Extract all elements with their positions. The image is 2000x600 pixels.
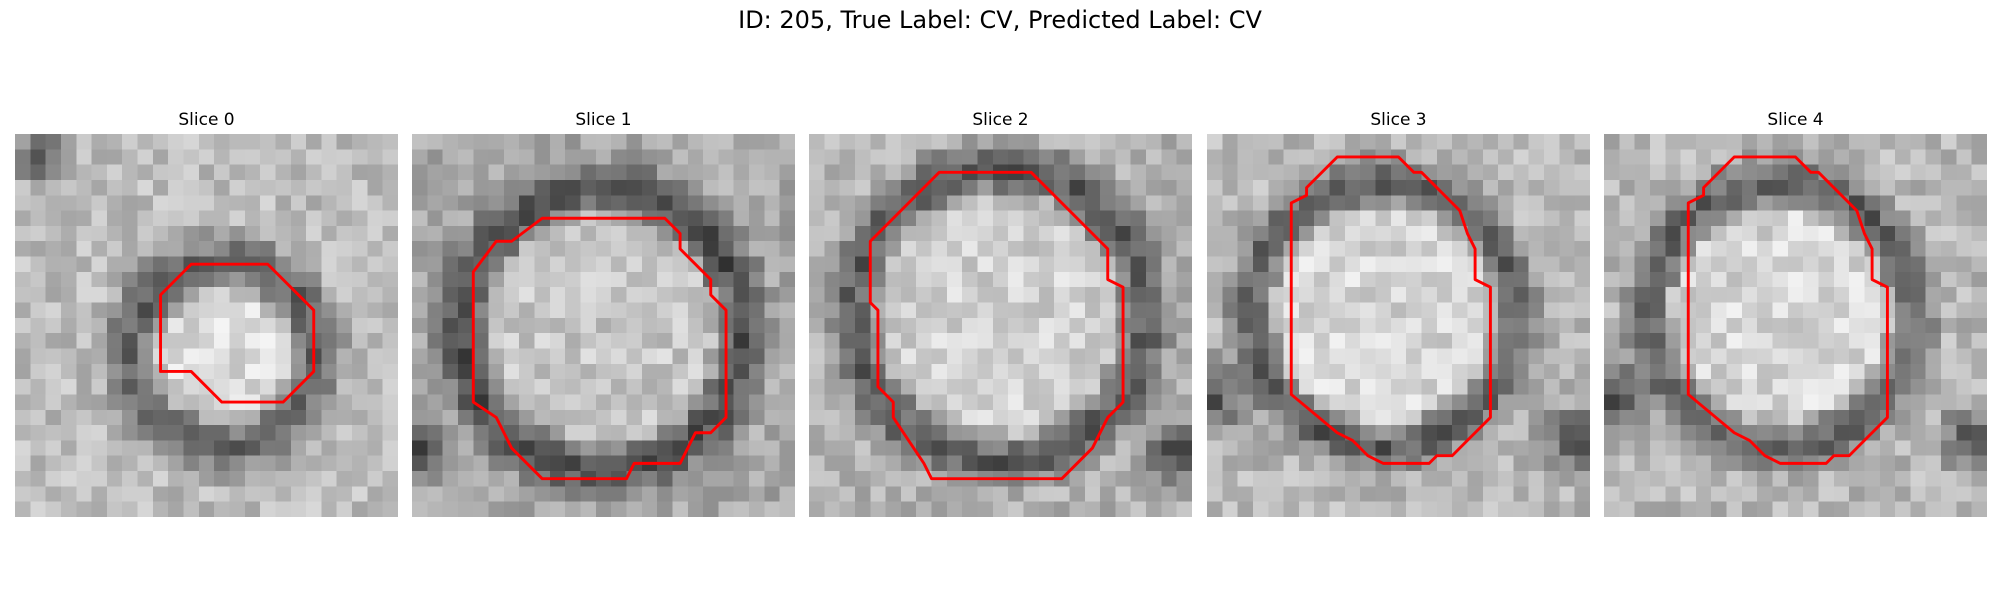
slice-title-3: Slice 3	[1370, 110, 1427, 130]
figure-title: ID: 205, True Label: CV, Predicted Label…	[738, 6, 1262, 34]
slice-panel-0: Slice 0	[15, 108, 398, 517]
slice-image-1	[412, 134, 795, 517]
slice-title-0: Slice 0	[178, 110, 235, 130]
slice-panel-1: Slice 1	[412, 108, 795, 517]
slice-image-3	[1207, 134, 1590, 517]
pixel-grid	[1604, 134, 1987, 517]
slice-panel-2: Slice 2	[809, 108, 1192, 517]
slice-image-2	[809, 134, 1192, 517]
pixel-grid	[412, 134, 795, 517]
slice-image-0	[15, 134, 398, 517]
contour-outline	[471, 216, 728, 481]
slice-title-2: Slice 2	[972, 110, 1029, 130]
slice-image-4	[1604, 134, 1987, 517]
pixel-grid	[15, 134, 398, 517]
contour-outline	[159, 262, 316, 404]
slice-title-4: Slice 4	[1767, 110, 1824, 130]
pixel-grid	[809, 134, 1192, 517]
slice-panel-3: Slice 3	[1207, 108, 1590, 517]
contour-outline	[1289, 155, 1492, 465]
slice-panel-4: Slice 4	[1604, 108, 1987, 517]
contour-outline	[868, 170, 1125, 481]
slice-title-1: Slice 1	[575, 110, 632, 130]
pixel-grid	[1207, 134, 1590, 517]
contour-outline	[1686, 155, 1889, 465]
